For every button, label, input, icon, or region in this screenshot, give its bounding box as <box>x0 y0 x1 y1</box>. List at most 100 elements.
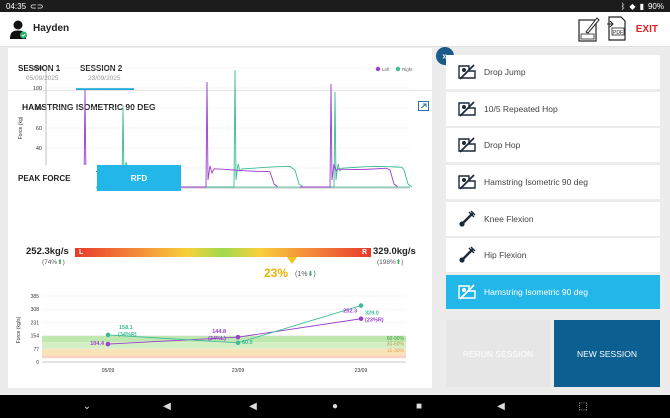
exercise-item[interactable]: Hamstring Isometric 90 deg <box>446 165 660 200</box>
y-tick-label: 231 <box>31 320 40 326</box>
right-rfd-percent: (198% <box>377 259 396 266</box>
username: Hayden <box>33 23 70 34</box>
rotate-icon[interactable]: ⬚ <box>578 400 588 412</box>
chevron-down-icon[interactable]: ⌄ <box>82 400 92 412</box>
data-point <box>105 341 111 347</box>
left-trace-rep <box>176 81 279 188</box>
exercise-label: Hamstring Isometric 90 deg <box>484 287 588 298</box>
metric-tabs: PEAK FORCE RFD <box>8 165 432 191</box>
bluetooth-icon: ᛒ <box>620 1 626 11</box>
volume-down-icon[interactable]: ◀ <box>163 400 171 412</box>
svg-text:PDF: PDF <box>613 30 623 36</box>
legend-left-dot <box>375 66 381 72</box>
data-point <box>235 340 241 346</box>
tab-session-2[interactable]: SESSION 2 23/09/2025 <box>76 56 134 90</box>
asymmetry-percent: 23% <box>264 266 289 280</box>
y-tick-label: 40 <box>36 146 42 152</box>
data-label: 144.8 <box>212 329 226 335</box>
band-low <box>42 355 406 359</box>
asymmetry-change-value: (1% <box>295 271 308 278</box>
asymmetry-gradient-bar: L R <box>75 248 371 257</box>
x-tick-label: 23/09 <box>355 368 368 374</box>
left-rfd-value: 252.3kg/s <box>26 246 69 257</box>
user-avatar-icon[interactable] <box>10 20 28 40</box>
data-label: (24%L) <box>208 336 226 342</box>
back-icon[interactable]: ◀ <box>249 400 257 412</box>
arrow-up-icon: ⬆ <box>57 259 63 266</box>
tab-rfd[interactable]: RFD <box>97 165 181 191</box>
pdf-export-icon[interactable]: PDF <box>605 16 627 42</box>
y-tick-label: 80 <box>36 106 42 112</box>
rfd-progress-chart: 60-90%30-60%10-30% 385 308 231 154 77 0 Force (… <box>16 294 406 374</box>
band-60-90 <box>42 335 406 343</box>
bar-right-label: R <box>361 249 367 256</box>
exercise-item[interactable]: Hamstring Isometric 90 deg <box>446 275 660 310</box>
y-tick-label: 100 <box>33 86 42 92</box>
knee-flexion-icon <box>459 210 476 227</box>
wifi-icon: ◆ <box>629 1 636 11</box>
app-header: Hayden PDF EXIT <box>0 12 670 47</box>
right-trace-rep <box>304 91 413 188</box>
exercise-item[interactable]: 10/5 Repeated Hop <box>446 91 660 126</box>
system-nav-bar: ⌄ ◀ ◀ ● ■ ◀ ⬚ <box>0 395 670 418</box>
repeated-hop-icon <box>458 101 476 117</box>
session-2-date: 23/09/2025 <box>88 75 121 82</box>
notes-icon[interactable] <box>578 16 600 42</box>
left-trace-rep <box>300 83 399 188</box>
status-bar: 04:35 ⊂⊃ ᛒ ◆ ▮ 90% <box>0 0 670 12</box>
rerun-session-button[interactable]: RERUN SESSION <box>446 320 550 387</box>
data-label: 104.4 <box>90 341 105 347</box>
hamstring-isometric-icon <box>458 284 476 300</box>
right-trace-rep <box>204 69 304 188</box>
status-time: 04:35 <box>6 1 27 11</box>
right-rfd-value: 329.0kg/s <box>373 246 416 257</box>
drop-jump-icon <box>458 64 476 80</box>
asymmetry-panel <box>8 192 432 287</box>
legend-left-label: Left <box>382 67 390 72</box>
drop-hop-icon <box>458 137 476 154</box>
exercise-label: Knee Flexion <box>484 213 534 224</box>
hamstring-isometric-icon <box>458 174 476 190</box>
y-axis-label: Force (kg) <box>18 116 24 139</box>
exercise-item[interactable]: Drop Hop <box>446 128 660 163</box>
exercise-item[interactable]: Hip Flexion <box>446 238 660 273</box>
tab-session-1[interactable]: SESSION 1 05/09/2025 <box>14 56 72 90</box>
band-30-60 <box>42 342 406 349</box>
data-label: 158.1 <box>119 325 133 331</box>
recents-icon[interactable]: ■ <box>415 400 423 412</box>
legend-right-label: Right <box>402 67 413 72</box>
band-label: 30-60% <box>387 342 405 348</box>
bar-left-label: L <box>79 249 84 256</box>
x-tick-label: 23/09 <box>232 368 245 374</box>
exit-button[interactable]: EXIT <box>635 24 658 35</box>
exercise-item[interactable]: Drop Jump <box>446 55 660 89</box>
y-tick-label: 0 <box>36 360 39 366</box>
session-2-name: SESSION 2 <box>80 64 123 73</box>
link-icon: ⊂⊃ <box>30 1 44 11</box>
data-point <box>105 332 111 338</box>
session-1-date: 05/09/2025 <box>26 75 59 82</box>
exercise-item[interactable]: Knee Flexion <box>446 201 660 236</box>
fullscreen-icon[interactable] <box>418 101 429 111</box>
home-icon[interactable]: ● <box>331 400 339 412</box>
right-rfd-sub: (198%⬆) <box>377 259 404 266</box>
exercise-label: Hamstring Isometric 90 deg <box>484 177 588 188</box>
exercise-label: Drop Hop <box>484 140 521 151</box>
tab-peak-force[interactable]: PEAK FORCE <box>8 165 96 191</box>
data-point <box>358 316 364 322</box>
new-session-button[interactable]: NEW SESSION <box>554 320 660 387</box>
divider <box>8 90 432 91</box>
volume-up-icon[interactable]: ◀ <box>497 400 505 412</box>
data-label: 252.3 <box>343 309 357 315</box>
y-tick-label: 385 <box>31 294 40 300</box>
chevron-right-icon: » <box>442 50 448 62</box>
asymmetry-change: (1%⬇) <box>295 271 316 278</box>
y-tick-label: 77 <box>33 347 39 353</box>
y-tick-label: 154 <box>31 334 40 340</box>
y-tick-label: 120 <box>33 66 42 72</box>
data-point <box>358 303 364 308</box>
exercise-label: 10/5 Repeated Hop <box>484 103 558 114</box>
arrow-up-icon: ⬆ <box>395 259 402 266</box>
data-label: 329.0 <box>365 311 379 317</box>
session-1-name: SESSION 1 <box>18 64 61 73</box>
